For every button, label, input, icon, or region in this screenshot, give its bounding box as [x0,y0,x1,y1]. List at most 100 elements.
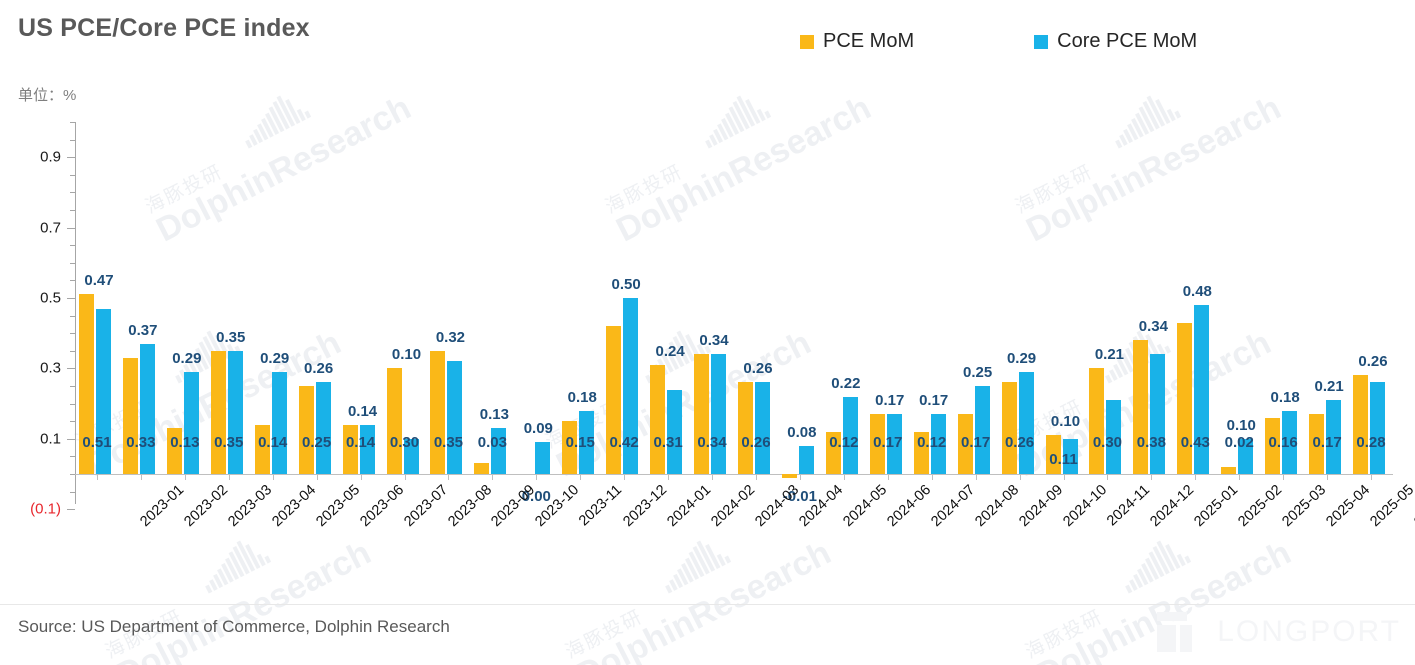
bar-core-pce[interactable] [1150,354,1166,474]
bar-value-label-core-pce: 0.10 [1226,416,1256,434]
bar-group[interactable] [558,122,602,474]
bar-pce[interactable] [738,382,753,474]
bar-pce[interactable] [694,354,710,474]
bar-pce[interactable] [122,357,138,474]
bar-core-pce[interactable] [491,428,507,474]
bar-pce[interactable] [1265,417,1281,474]
bar-core-pce[interactable] [1326,400,1342,474]
bar-core-pce[interactable] [1238,438,1254,474]
bar-core-pce[interactable] [1106,400,1122,474]
bar-pce[interactable] [342,424,358,474]
bar-pce[interactable] [474,463,490,474]
bar-core-pce[interactable] [755,382,770,474]
bar-core-pce[interactable] [623,298,639,474]
bar-core-pce[interactable] [579,410,595,474]
legend-item-core-pce[interactable]: Core PCE MoM [1034,30,1197,53]
bar-group[interactable] [734,122,778,474]
bar-core-pce[interactable] [359,424,375,474]
bar-group[interactable] [954,122,998,474]
bar-core-pce[interactable] [183,371,199,474]
bar-group[interactable] [426,122,470,474]
bar-group[interactable] [207,122,251,474]
bar-group[interactable] [1129,122,1173,474]
bar-core-pce[interactable] [227,350,243,474]
bar-pce[interactable] [869,414,885,474]
bar-group[interactable] [251,122,295,474]
bar-group[interactable] [163,122,207,474]
bar-group[interactable] [1173,122,1217,474]
bar-group[interactable] [295,122,339,474]
legend-item-pce[interactable]: PCE MoM [800,30,914,53]
bar-pce[interactable] [957,414,973,474]
bar-value-label-core-pce: 0.29 [172,349,202,367]
bar-pce[interactable] [1045,435,1061,474]
bar-core-pce[interactable] [535,442,551,474]
bar-core-pce[interactable] [271,371,287,474]
bar-core-pce[interactable] [315,382,331,474]
bar-group[interactable] [646,122,690,474]
bar-group[interactable] [778,122,822,478]
bar-value-label-pce: 0.03 [477,434,507,451]
bar-pce[interactable] [1221,466,1237,474]
bar-group[interactable] [514,122,558,474]
bar-core-pce[interactable] [1194,305,1210,474]
bar-pce[interactable] [606,326,622,474]
bar-pce[interactable] [386,368,402,474]
bar-core-pce[interactable] [1370,382,1386,474]
bar-group[interactable] [339,122,383,474]
bar-group[interactable] [1085,122,1129,474]
bar-group[interactable] [1042,122,1086,474]
bar-pce[interactable] [1309,414,1325,474]
bar-core-pce[interactable] [403,438,419,474]
bar-group[interactable] [1305,122,1349,474]
y-axis-minor-tick [70,456,75,458]
bar-core-pce[interactable] [139,343,155,474]
bar-pce[interactable] [825,431,841,474]
bar-pce[interactable] [298,386,314,474]
bar-core-pce[interactable] [96,308,111,474]
bar-core-pce[interactable] [842,396,858,474]
x-axis-tick-label: 2025-03 [1279,482,1330,530]
bar-group[interactable] [1349,122,1393,474]
bar-core-pce[interactable] [974,386,990,474]
bar-pce[interactable] [1001,382,1017,474]
bar-group[interactable] [470,122,514,474]
bar-pce[interactable] [166,428,182,474]
bar-core-pce[interactable] [711,354,727,474]
bar-core-pce[interactable] [930,414,946,474]
x-axis-tick-label: 2023-02 [181,482,232,530]
bar-group[interactable] [1261,122,1305,474]
bar-group[interactable] [75,122,119,474]
bar-group[interactable] [690,122,734,474]
bar-core-pce[interactable] [667,389,683,474]
bar-core-pce[interactable] [447,361,463,474]
bar-pce[interactable] [913,431,929,474]
bar-group[interactable] [822,122,866,474]
bar-core-pce[interactable] [1062,438,1078,474]
bar-group[interactable] [602,122,646,474]
bar-group[interactable] [866,122,910,474]
bar-group[interactable] [1217,122,1261,474]
bar-value-label-pce: 0.16 [1268,434,1298,451]
bar-pce[interactable] [79,294,94,474]
bar-pce[interactable] [254,424,270,474]
bar-pce[interactable] [1177,322,1193,474]
bar-value-label-core-pce: 0.17 [919,392,949,410]
bar-core-pce[interactable] [1018,371,1034,474]
bar-pce[interactable] [562,421,578,474]
bar-core-pce[interactable] [1282,410,1298,474]
bar-pce[interactable] [1089,368,1105,474]
bar-pce[interactable] [781,474,797,478]
bar-pce[interactable] [650,364,666,474]
bar-group[interactable] [910,122,954,474]
bar-pce[interactable] [1353,375,1369,474]
bar-group[interactable] [119,122,163,474]
bar-group[interactable] [998,122,1042,474]
bar-pce[interactable] [430,350,446,474]
bar-group[interactable] [383,122,427,474]
bar-pce[interactable] [1133,340,1149,474]
bar-core-pce[interactable] [798,445,814,474]
bar-core-pce[interactable] [886,414,902,474]
y-axis-minor-tick [70,280,75,282]
bar-pce[interactable] [210,350,226,474]
